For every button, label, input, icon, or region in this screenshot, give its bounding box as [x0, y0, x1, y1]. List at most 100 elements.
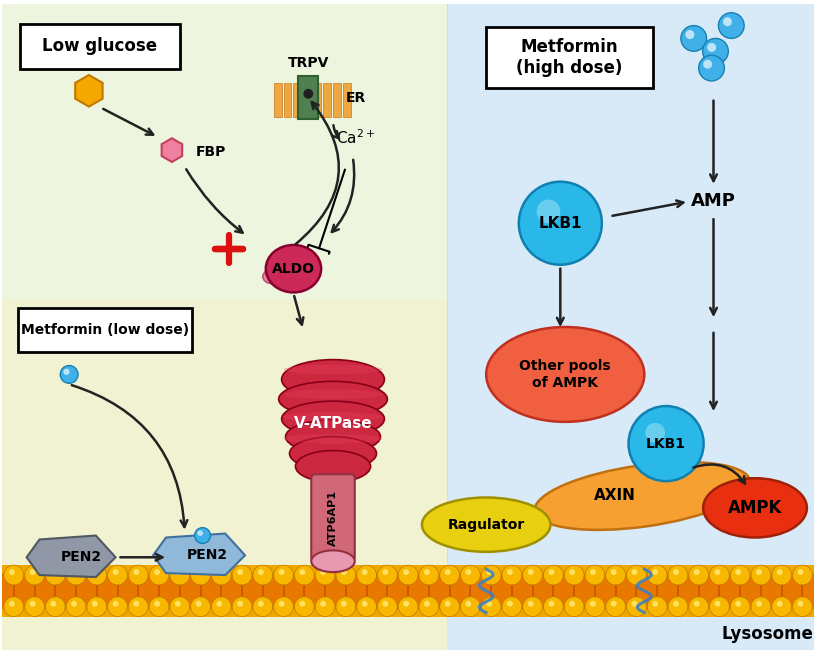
- Circle shape: [9, 601, 15, 607]
- Bar: [298, 76, 318, 120]
- Circle shape: [606, 565, 626, 585]
- Circle shape: [585, 565, 605, 585]
- Circle shape: [341, 601, 347, 607]
- Circle shape: [777, 569, 783, 575]
- Circle shape: [216, 601, 222, 607]
- Circle shape: [149, 565, 169, 585]
- Circle shape: [45, 597, 65, 617]
- Circle shape: [707, 43, 716, 52]
- Circle shape: [569, 601, 575, 607]
- Circle shape: [709, 565, 729, 585]
- FancyBboxPatch shape: [18, 308, 192, 352]
- Circle shape: [170, 565, 190, 585]
- Circle shape: [537, 199, 561, 223]
- Circle shape: [196, 601, 201, 607]
- Circle shape: [45, 565, 65, 585]
- Circle shape: [486, 569, 492, 575]
- Circle shape: [155, 569, 160, 575]
- Text: PEN2: PEN2: [61, 550, 102, 564]
- Circle shape: [440, 597, 459, 617]
- Ellipse shape: [263, 269, 280, 284]
- Circle shape: [797, 601, 803, 607]
- Circle shape: [460, 565, 480, 585]
- Circle shape: [315, 597, 335, 617]
- Circle shape: [543, 565, 563, 585]
- Circle shape: [772, 565, 792, 585]
- Polygon shape: [446, 4, 815, 650]
- Circle shape: [424, 569, 430, 575]
- Circle shape: [9, 569, 15, 575]
- Circle shape: [357, 565, 376, 585]
- Bar: [2, 573, 815, 609]
- Circle shape: [211, 597, 231, 617]
- Circle shape: [652, 569, 658, 575]
- Circle shape: [606, 597, 626, 617]
- Circle shape: [60, 366, 78, 383]
- Circle shape: [50, 601, 56, 607]
- Ellipse shape: [312, 551, 355, 572]
- Circle shape: [424, 601, 430, 607]
- Bar: [293, 83, 302, 118]
- Circle shape: [336, 565, 356, 585]
- Circle shape: [216, 569, 222, 575]
- FancyBboxPatch shape: [486, 27, 653, 88]
- Text: Ragulator: Ragulator: [447, 518, 524, 532]
- Circle shape: [303, 89, 313, 99]
- Circle shape: [730, 565, 750, 585]
- Circle shape: [730, 597, 750, 617]
- Circle shape: [362, 601, 367, 607]
- Ellipse shape: [279, 381, 387, 417]
- Circle shape: [377, 597, 397, 617]
- Circle shape: [772, 597, 792, 617]
- Circle shape: [647, 597, 667, 617]
- Circle shape: [299, 569, 305, 575]
- Circle shape: [320, 569, 326, 575]
- Circle shape: [175, 569, 181, 575]
- Circle shape: [113, 601, 118, 607]
- Circle shape: [502, 597, 522, 617]
- Circle shape: [645, 423, 665, 443]
- Circle shape: [481, 597, 501, 617]
- Circle shape: [528, 569, 533, 575]
- Circle shape: [258, 601, 264, 607]
- Circle shape: [714, 601, 720, 607]
- Circle shape: [699, 55, 724, 81]
- Ellipse shape: [284, 389, 382, 399]
- Text: AMPK: AMPK: [727, 499, 783, 517]
- Circle shape: [87, 565, 107, 585]
- Ellipse shape: [422, 498, 551, 552]
- Circle shape: [507, 569, 513, 575]
- Circle shape: [320, 601, 326, 607]
- Circle shape: [735, 569, 741, 575]
- Circle shape: [694, 569, 700, 575]
- Circle shape: [709, 597, 729, 617]
- Text: TRPV: TRPV: [288, 56, 329, 70]
- Circle shape: [611, 569, 616, 575]
- Circle shape: [92, 601, 98, 607]
- Circle shape: [237, 601, 243, 607]
- Circle shape: [133, 601, 139, 607]
- Text: Other pools
of AMPK: Other pools of AMPK: [520, 359, 611, 390]
- Text: LKB1: LKB1: [646, 437, 686, 451]
- Circle shape: [590, 569, 596, 575]
- Circle shape: [191, 597, 210, 617]
- Circle shape: [673, 569, 679, 575]
- Circle shape: [377, 565, 397, 585]
- Text: Low glucose: Low glucose: [42, 37, 157, 56]
- Circle shape: [689, 597, 709, 617]
- Circle shape: [626, 597, 646, 617]
- Circle shape: [72, 569, 77, 575]
- Circle shape: [792, 565, 812, 585]
- Circle shape: [611, 601, 616, 607]
- Polygon shape: [2, 300, 446, 650]
- Circle shape: [486, 601, 492, 607]
- Circle shape: [232, 565, 252, 585]
- Bar: [313, 83, 321, 118]
- Circle shape: [652, 601, 658, 607]
- Bar: [343, 83, 351, 118]
- Circle shape: [585, 597, 605, 617]
- Circle shape: [523, 597, 543, 617]
- Circle shape: [723, 17, 732, 26]
- Circle shape: [564, 597, 584, 617]
- Circle shape: [170, 597, 190, 617]
